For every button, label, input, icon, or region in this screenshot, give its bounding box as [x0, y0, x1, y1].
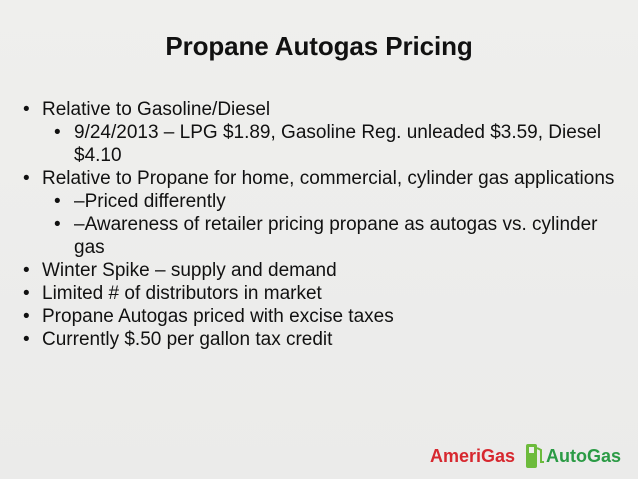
bullet-item: Relative to Gasoline/Diesel — [22, 98, 622, 121]
bullet-content: Relative to Gasoline/Diesel 9/24/2013 – … — [22, 98, 622, 351]
autogas-logo-text: AutoGas — [546, 446, 621, 466]
slide-title: Propane Autogas Pricing — [165, 31, 473, 61]
bullet-item: Propane Autogas priced with excise taxes — [22, 305, 622, 328]
fuel-pump-icon — [526, 444, 544, 468]
amerigas-autogas-logo: AmeriGas AutoGas — [430, 444, 621, 468]
amerigas-logo-text: AmeriGas — [430, 446, 515, 466]
bullet-item: Winter Spike – supply and demand — [22, 259, 622, 282]
sub-bullet-item: –Priced differently — [22, 190, 622, 213]
bullet-item: Relative to Propane for home, commercial… — [22, 167, 622, 190]
bullet-item: Limited # of distributors in market — [22, 282, 622, 305]
bullet-list: Relative to Gasoline/Diesel 9/24/2013 – … — [22, 98, 622, 351]
sub-bullet-item: –Awareness of retailer pricing propane a… — [22, 213, 622, 259]
sub-bullet-item: 9/24/2013 – LPG $1.89, Gasoline Reg. unl… — [22, 121, 622, 167]
bullet-item: Currently $.50 per gallon tax credit — [22, 328, 622, 351]
